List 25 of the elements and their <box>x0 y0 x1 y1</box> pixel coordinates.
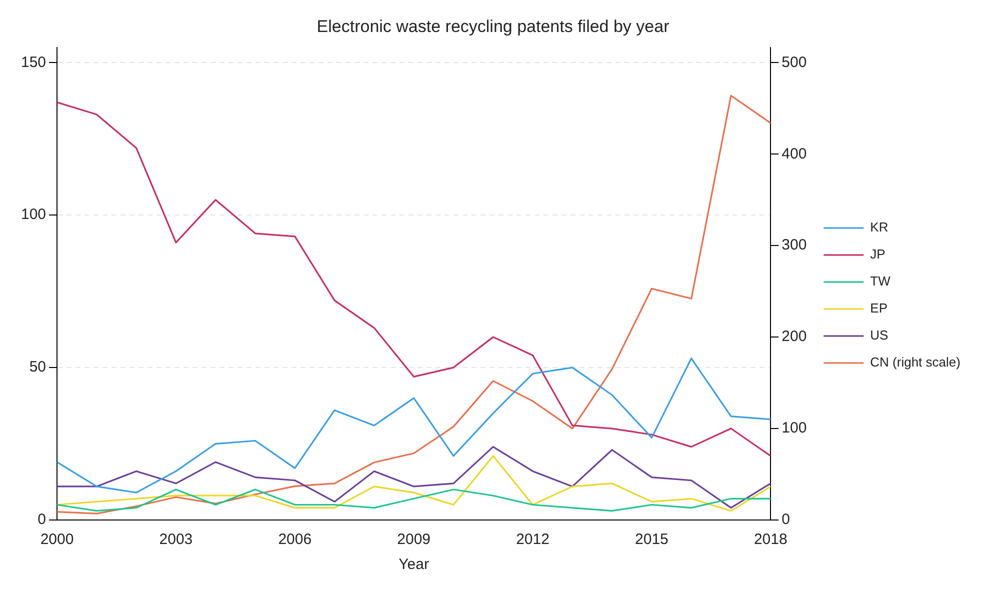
y-tick-label: 50 <box>29 358 46 376</box>
legend-label: TW <box>870 274 892 289</box>
x-tick-label: 2009 <box>397 531 431 548</box>
y2-tick-label: 0 <box>782 511 790 528</box>
x-tick-label: 2018 <box>754 531 788 548</box>
y-tick-label: 100 <box>20 206 46 224</box>
chart-title: Electronic waste recycling patents filed by year <box>316 16 670 36</box>
legend-label: KR <box>870 220 888 235</box>
y2-tick-label: 300 <box>782 236 807 254</box>
y-tick-label: 150 <box>20 54 46 71</box>
y2-tick-label: 500 <box>782 54 807 71</box>
y2-tick-label: 200 <box>782 328 807 346</box>
y-tick-label: 0 <box>38 511 46 528</box>
legend-label: CN (right scale) <box>870 354 960 370</box>
legend-label: JP <box>870 246 886 262</box>
y2-tick-label: 100 <box>782 420 807 437</box>
legend-label: EP <box>870 300 888 316</box>
x-tick-label: 2012 <box>516 531 550 548</box>
y2-tick-label: 400 <box>782 145 807 162</box>
x-tick-label: 2006 <box>278 531 312 548</box>
x-tick-label: 2003 <box>159 531 193 548</box>
x-tick-label: 2000 <box>40 531 74 548</box>
legend-label: US <box>870 328 889 343</box>
x-axis-title: Year <box>398 556 429 574</box>
x-tick-label: 2015 <box>635 531 668 548</box>
